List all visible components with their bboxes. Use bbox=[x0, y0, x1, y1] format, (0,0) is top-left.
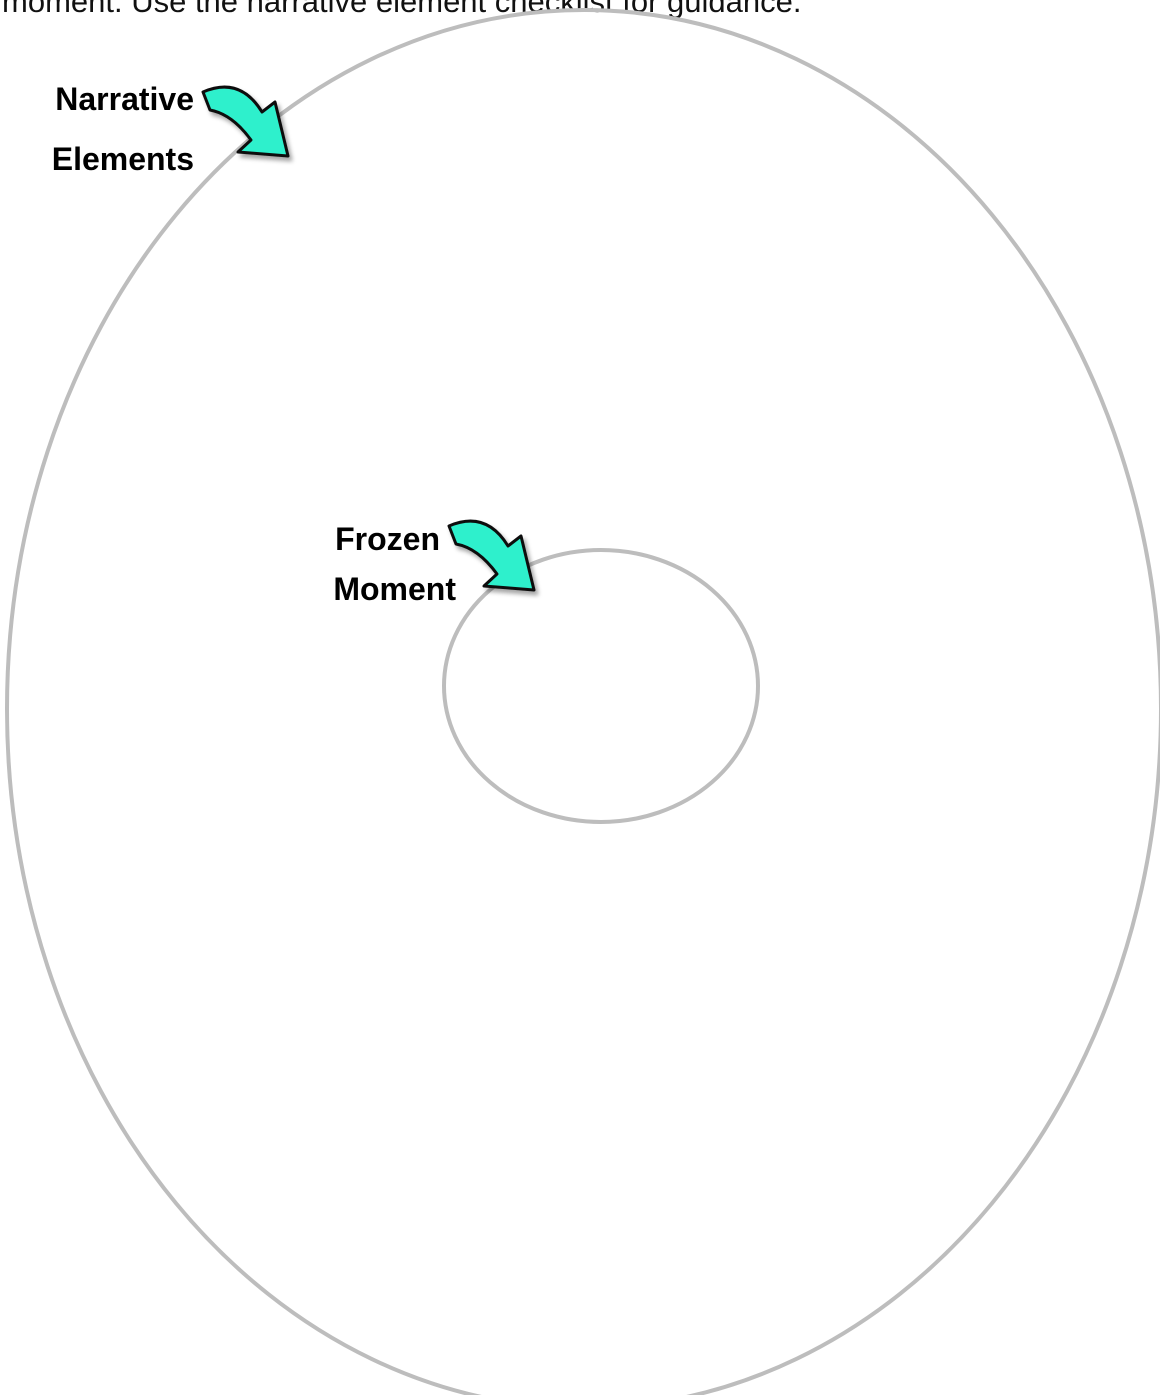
inner-arrow bbox=[447, 519, 536, 592]
outer-label-line: Elements bbox=[52, 141, 194, 177]
inner-label-line: Moment bbox=[333, 571, 456, 607]
outer-label-line: Narrative bbox=[55, 81, 194, 117]
outer-arrow bbox=[201, 85, 290, 158]
inner-ring bbox=[442, 548, 760, 824]
instruction: moment. Use the narrative element checkl… bbox=[2, 0, 802, 19]
outer-ring bbox=[5, 8, 1160, 1395]
inner-label-line: Frozen bbox=[335, 521, 440, 557]
